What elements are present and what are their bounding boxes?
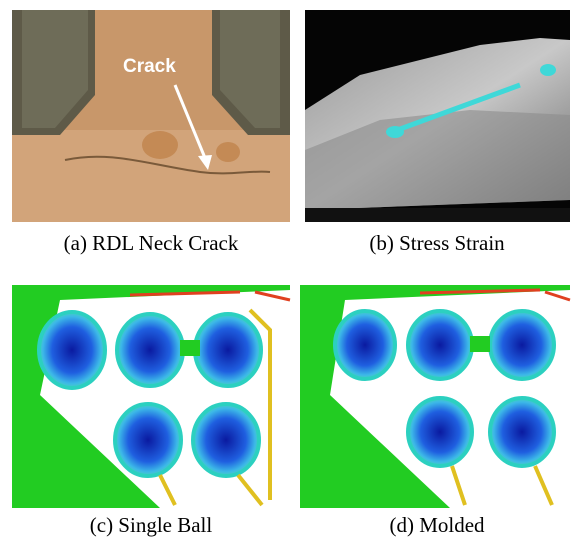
image-c: [12, 285, 290, 508]
caption: (b) Stress Strain: [369, 231, 505, 255]
figure: Crack (a) RDL Neck Crack (b) Stress Stra…: [0, 0, 580, 540]
caption: (a) RDL Neck Crack: [64, 231, 239, 255]
caption: (d) Molded: [389, 513, 485, 537]
image-b: [305, 10, 570, 222]
image-label: Crack: [123, 56, 176, 77]
image-d: [300, 285, 570, 508]
image-a: Crack: [12, 10, 290, 222]
caption: (c) Single Ball: [90, 513, 213, 537]
